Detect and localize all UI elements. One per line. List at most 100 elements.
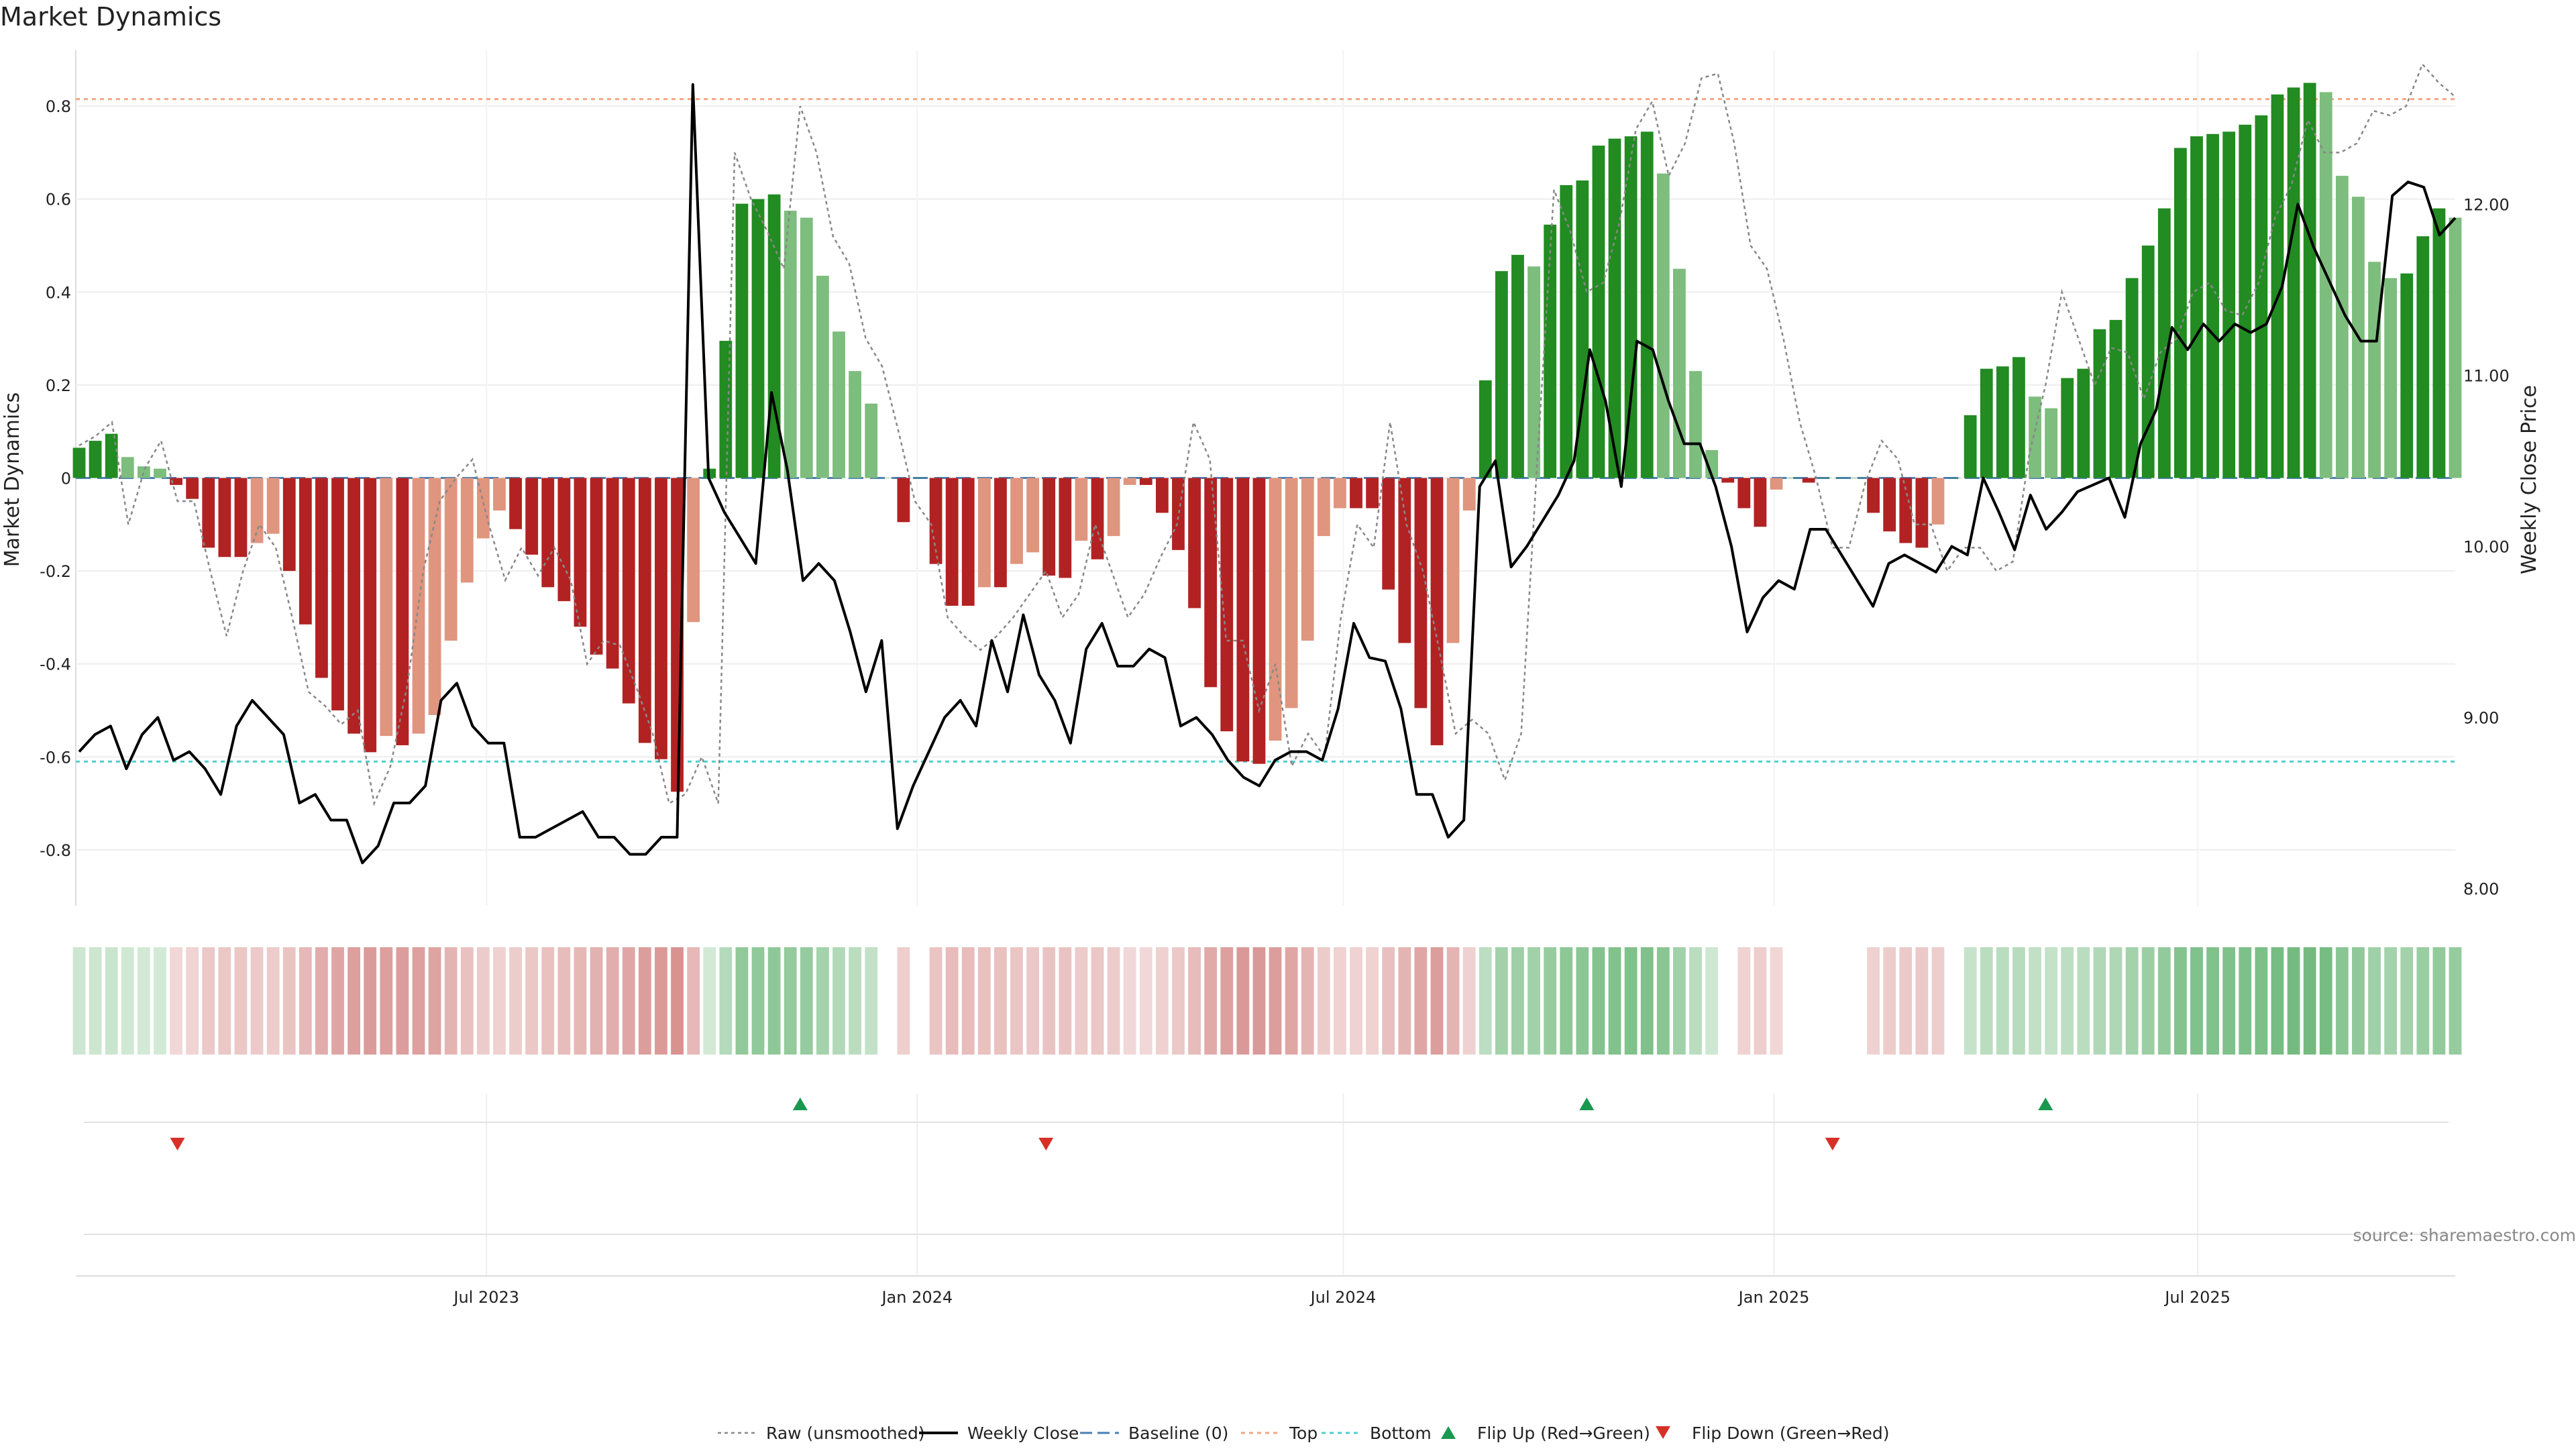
strip-cell (525, 947, 539, 1055)
strip-cell (72, 947, 86, 1055)
strip-cell (1382, 947, 1395, 1055)
strip-cell (1737, 947, 1751, 1055)
strip-cell (541, 947, 555, 1055)
strip-cell (1592, 947, 1605, 1055)
bar (1980, 368, 1993, 478)
bar (1835, 478, 1847, 479)
bar (961, 478, 975, 606)
legend-item: Flip Up (Red→Green) (1441, 1424, 1650, 1443)
strip-cell (735, 947, 749, 1055)
bar (2384, 278, 2398, 478)
strip-cell (1398, 947, 1411, 1055)
legend-swatch (1441, 1426, 1456, 1439)
bar (1462, 478, 1476, 511)
bar (1059, 478, 1072, 578)
bar (1737, 478, 1751, 508)
strip-cell (2109, 947, 2123, 1055)
bar (1010, 478, 1023, 564)
strip-cell (1980, 947, 1993, 1055)
x-tick-label: Jul 2024 (1309, 1288, 1377, 1307)
main-panel: 0.8 0.6 0.4 0.2 0 -0.2 -0.4 -0.6 -0.8 12.00 11.00… (1, 50, 2541, 906)
legend-label: Flip Up (Red→Green) (1477, 1424, 1650, 1443)
strip-cell (914, 947, 926, 1055)
strip-cell (1721, 947, 1734, 1055)
strip-cell (2029, 947, 2041, 1055)
bar (2157, 208, 2171, 478)
bar (1236, 478, 1250, 762)
legend-label: Bottom (1370, 1424, 1432, 1443)
strip-cell (1754, 947, 1767, 1055)
strip-cell (1236, 947, 1250, 1055)
strip-cell (1527, 947, 1540, 1055)
strip-cell (2384, 947, 2398, 1055)
strip-cell (1511, 947, 1524, 1055)
strip-cell (1479, 947, 1492, 1055)
strip-cell (2255, 947, 2268, 1055)
strip-cell (929, 947, 943, 1055)
bar (493, 478, 506, 511)
legend-item: Flip Down (Green→Red) (1656, 1424, 1890, 1443)
strip-cell (2239, 947, 2252, 1055)
strip-cell (1285, 947, 1298, 1055)
strip-cell (1819, 947, 1831, 1055)
strip-cell (865, 947, 878, 1055)
strip-cell (2045, 947, 2058, 1055)
bar (2190, 136, 2203, 478)
bar (1802, 478, 1815, 483)
bars-layer (72, 83, 2462, 792)
bar (1026, 478, 1040, 553)
strip-cell (574, 947, 587, 1055)
strip-cell (2206, 947, 2219, 1055)
strip-cell (1560, 947, 1573, 1055)
bar (2206, 133, 2219, 478)
bar (2335, 176, 2349, 478)
strip-cell (655, 947, 667, 1055)
bar (2239, 124, 2252, 478)
strip-cell (1155, 947, 1169, 1055)
strip-cell (2093, 947, 2106, 1055)
bar (606, 478, 619, 669)
strip-cell (767, 947, 781, 1055)
bar (1123, 478, 1136, 485)
strip-cell (1964, 947, 1977, 1055)
bar (2255, 115, 2268, 478)
legend-item: Raw (unsmoothed) (718, 1424, 925, 1443)
strip-cell (2449, 947, 2462, 1055)
bar (1495, 271, 1508, 478)
y2-axis-label: Weekly Close Price (2518, 385, 2541, 574)
bar (1430, 478, 1444, 745)
strip-cell (833, 947, 845, 1055)
strip-cell (347, 947, 361, 1055)
bar (1851, 478, 1864, 479)
strip-cell (2061, 947, 2074, 1055)
bar (1252, 478, 1266, 764)
bar (2222, 131, 2236, 478)
bar (396, 478, 409, 745)
y2-tick-label: 10.00 (2463, 538, 2510, 557)
bar (428, 478, 441, 715)
strip-cell (509, 947, 522, 1055)
bar (137, 466, 150, 478)
bar (865, 403, 878, 478)
strip-cell (412, 947, 425, 1055)
bar (655, 478, 667, 759)
bar (2077, 368, 2090, 478)
strip-cell (1640, 947, 1654, 1055)
bar (89, 441, 102, 478)
bar (1479, 380, 1492, 478)
strip-cell (1689, 947, 1702, 1055)
strip-cell (299, 947, 312, 1055)
bar (2319, 92, 2332, 478)
strip-cell (2222, 947, 2236, 1055)
bar (2416, 236, 2430, 478)
source-credit: source: sharemaestro.com (2353, 1226, 2576, 1245)
strip-cell (380, 947, 393, 1055)
bar (1770, 478, 1783, 490)
y-tick-label: 0.4 (46, 283, 71, 302)
bar (881, 478, 894, 479)
y-tick-labels: 0.8 0.6 0.4 0.2 0 -0.2 -0.4 -0.6 -0.8 (40, 97, 71, 860)
flip-up-marker (1579, 1097, 1595, 1110)
bar (170, 478, 182, 485)
bar (897, 478, 910, 523)
